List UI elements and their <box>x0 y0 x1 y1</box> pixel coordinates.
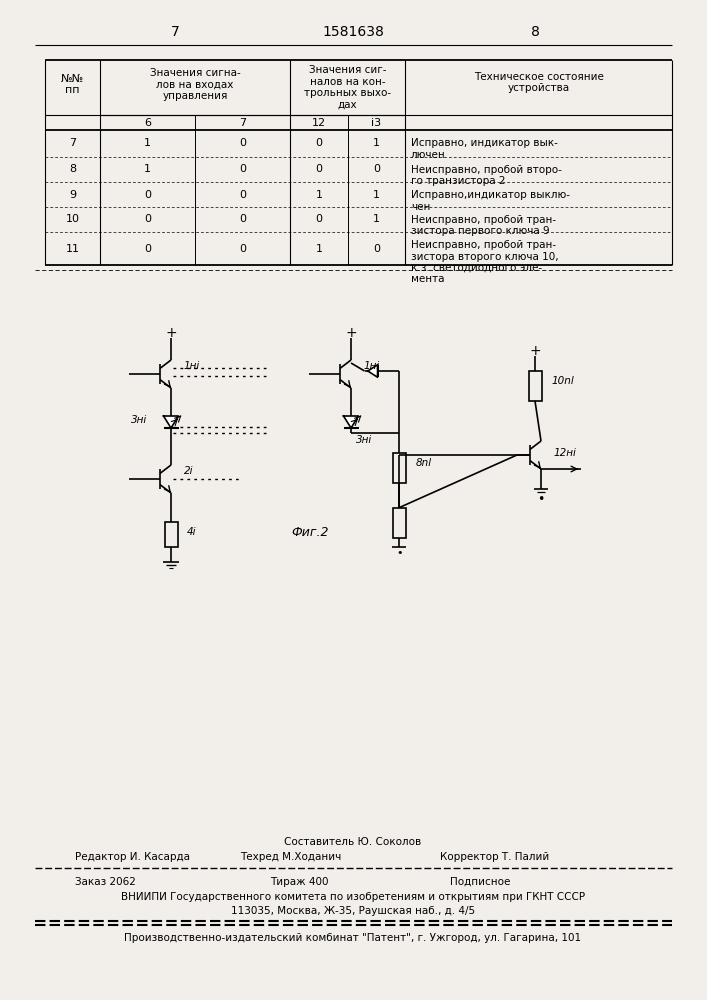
Text: 12ні: 12ні <box>554 448 577 458</box>
Text: Тираж 400: Тираж 400 <box>270 877 329 887</box>
Text: 0: 0 <box>239 138 246 148</box>
Text: Составитель Ю. Соколов: Составитель Ю. Соколов <box>284 837 421 847</box>
Text: ВНИИПИ Государственного комитета по изобретениям и открытиям при ГКНТ СССР: ВНИИПИ Государственного комитета по изоб… <box>121 892 585 902</box>
Text: к.з. светодиодного эле-: к.з. светодиодного эле- <box>411 263 542 273</box>
Text: 1: 1 <box>144 138 151 148</box>
Text: 3ні: 3ні <box>356 435 373 445</box>
Text: 9: 9 <box>69 190 76 200</box>
Text: Техническое состояние
устройства: Техническое состояние устройства <box>474 72 604 93</box>
Text: 1ні: 1ні <box>364 361 380 371</box>
Text: 8nl: 8nl <box>416 458 431 468</box>
Text: 0: 0 <box>144 215 151 225</box>
Text: 0: 0 <box>239 190 246 200</box>
Text: 7: 7 <box>69 138 76 148</box>
Text: Неисправно, пробой тран-: Неисправно, пробой тран- <box>411 215 556 225</box>
Bar <box>165 522 177 546</box>
Text: •: • <box>537 492 544 506</box>
Text: Неисправно, пробой тран-: Неисправно, пробой тран- <box>411 240 556 250</box>
Text: 0: 0 <box>144 243 151 253</box>
Text: 113035, Москва, Ж-35, Раушская наб., д. 4/5: 113035, Москва, Ж-35, Раушская наб., д. … <box>231 906 475 916</box>
Text: •: • <box>396 548 403 558</box>
Text: 1ні: 1ні <box>184 361 200 371</box>
Text: Значения сигна-
лов на входах
управления: Значения сигна- лов на входах управления <box>150 68 240 101</box>
Text: 10nl: 10nl <box>551 376 574 386</box>
Text: +: + <box>345 326 357 340</box>
Text: 0: 0 <box>315 138 322 148</box>
Text: Техред М.Ходанич: Техред М.Ходанич <box>240 852 341 862</box>
Text: Заказ 2062: Заказ 2062 <box>75 877 136 887</box>
Text: 1: 1 <box>144 164 151 174</box>
Text: 6: 6 <box>144 117 151 127</box>
Text: Значения сиг-
налов на кон-
трольных выхо-
дах: Значения сиг- налов на кон- трольных вых… <box>304 65 391 110</box>
Text: 10: 10 <box>66 215 79 225</box>
Text: Производственно-издательский комбинат "Патент", г. Ужгород, ул. Гагарина, 101: Производственно-издательский комбинат "П… <box>124 933 582 943</box>
Text: i3: i3 <box>371 117 382 127</box>
Text: 3ні: 3ні <box>131 415 147 425</box>
Text: 1: 1 <box>315 243 322 253</box>
Text: Подписное: Подписное <box>450 877 510 887</box>
Text: зистора второго ключа 10,: зистора второго ключа 10, <box>411 251 559 261</box>
Text: 1: 1 <box>315 190 322 200</box>
Text: лючен: лючен <box>411 149 445 159</box>
Text: Редактор И. Касарда: Редактор И. Касарда <box>75 852 190 862</box>
Text: 12: 12 <box>312 117 326 127</box>
Text: 2і: 2і <box>184 466 194 476</box>
Text: 4і: 4і <box>187 527 197 537</box>
Text: чен: чен <box>411 202 431 212</box>
Text: Исправно,индикатор выклю-: Исправно,индикатор выклю- <box>411 190 570 200</box>
Text: +: + <box>529 344 541 358</box>
Text: 0: 0 <box>239 164 246 174</box>
Text: 1: 1 <box>373 138 380 148</box>
Text: 0: 0 <box>373 164 380 174</box>
Text: Корректор Т. Палий: Корректор Т. Палий <box>440 852 549 862</box>
Text: Неисправно, пробой второ-: Неисправно, пробой второ- <box>411 165 562 175</box>
Text: го транзистора 2: го транзистора 2 <box>411 176 506 186</box>
Text: 0: 0 <box>144 190 151 200</box>
Text: 0: 0 <box>315 215 322 225</box>
Text: 0: 0 <box>315 164 322 174</box>
Text: 8: 8 <box>530 25 539 39</box>
Text: мента: мента <box>411 274 445 284</box>
Text: зистора первого ключа 9: зистора первого ключа 9 <box>411 227 549 236</box>
Text: 1581638: 1581638 <box>322 25 384 39</box>
Text: 1: 1 <box>373 215 380 225</box>
Text: +: + <box>165 326 177 340</box>
Text: 0: 0 <box>239 243 246 253</box>
Bar <box>393 452 406 483</box>
Polygon shape <box>344 416 358 428</box>
Text: Исправно, индикатор вык-: Исправно, индикатор вык- <box>411 138 558 148</box>
Text: Фиг.2: Фиг.2 <box>291 526 329 538</box>
Text: 11: 11 <box>66 243 79 253</box>
Bar <box>393 508 406 538</box>
Bar <box>529 371 542 401</box>
Polygon shape <box>368 365 378 377</box>
Text: 7: 7 <box>170 25 180 39</box>
Text: 8: 8 <box>69 164 76 174</box>
Text: 0: 0 <box>373 243 380 253</box>
Text: 0: 0 <box>239 215 246 225</box>
Text: 7: 7 <box>239 117 246 127</box>
Text: 1: 1 <box>373 190 380 200</box>
Text: №№
пп: №№ пп <box>61 74 84 95</box>
Polygon shape <box>163 416 178 428</box>
